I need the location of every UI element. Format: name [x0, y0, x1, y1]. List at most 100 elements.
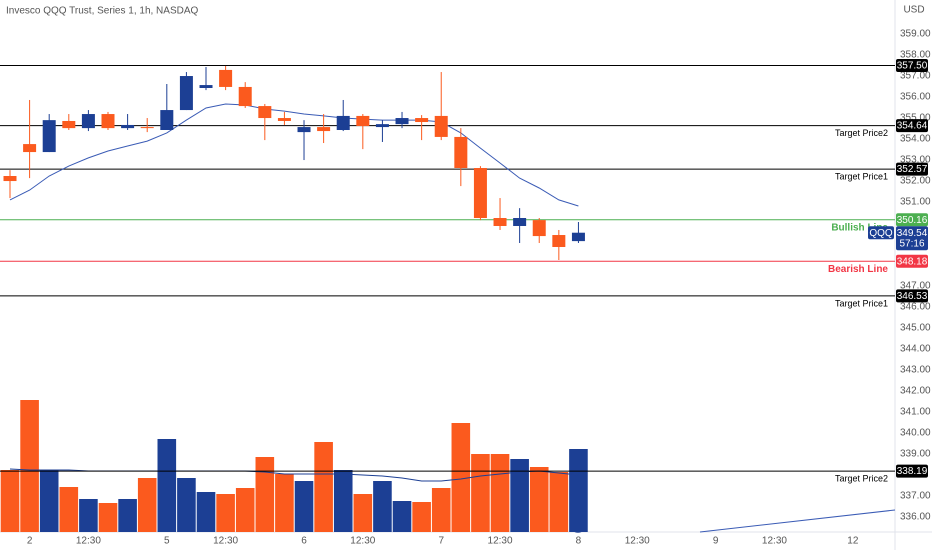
- y-tick-label: 354.00: [900, 134, 931, 145]
- price-tag-label: 357.50: [897, 61, 928, 72]
- y-tick-label: 341.00: [900, 407, 931, 418]
- candle-body: [297, 127, 311, 133]
- level-name: Target Price2: [835, 473, 888, 483]
- candle-body: [336, 115, 350, 131]
- price-tag: [896, 254, 928, 268]
- candle-body: [454, 136, 468, 169]
- x-tick-label: 12:30: [213, 536, 238, 547]
- x-tick-label: 12:30: [625, 536, 650, 547]
- candle-body: [62, 120, 76, 129]
- price-tag-label: 348.18: [897, 256, 928, 267]
- symbol-label: QQQ: [869, 228, 893, 239]
- candle-body: [493, 218, 507, 226]
- price-tag: [896, 119, 928, 133]
- volume-bar: [549, 472, 569, 532]
- volume-bar: [294, 481, 314, 532]
- volume-bar: [196, 492, 216, 532]
- countdown-label: 57:16: [899, 238, 924, 249]
- price-tag-label: 352.57: [897, 164, 928, 175]
- volume-bar: [569, 449, 588, 532]
- price-tag-label: 346.53: [897, 291, 928, 302]
- candle-body: [571, 232, 585, 242]
- volume-bar: [510, 459, 529, 532]
- candle-body: [219, 69, 233, 87]
- indicator-line: [699, 509, 896, 533]
- price-tag: [896, 162, 928, 176]
- volume-bar: [314, 442, 333, 532]
- volume-bar: [39, 470, 59, 532]
- x-tick-label: 12:30: [350, 536, 375, 547]
- candle-body: [3, 176, 17, 182]
- candle-body: [513, 218, 527, 226]
- y-tick-label: 343.00: [900, 365, 931, 376]
- candle-body: [199, 85, 213, 89]
- volume-bar: [157, 439, 177, 532]
- x-tick-label: 12:30: [76, 536, 101, 547]
- price-tag-label: 350.16: [897, 215, 928, 226]
- price-tag: [896, 289, 928, 303]
- y-tick-label: 336.00: [900, 512, 931, 523]
- candle-body: [42, 120, 56, 153]
- x-tick-label: 9: [713, 536, 719, 547]
- candle-body: [415, 118, 429, 123]
- y-tick-label: 339.00: [900, 449, 931, 460]
- y-tick-label: 351.00: [900, 197, 931, 208]
- volume-bar: [216, 494, 235, 532]
- y-tick-label: 347.00: [900, 281, 931, 292]
- candle-body: [101, 114, 115, 129]
- x-tick-label: 12:30: [762, 536, 787, 547]
- volume-bar: [118, 499, 137, 532]
- candle-body: [434, 115, 448, 137]
- level-name: Bullish Line: [831, 222, 888, 233]
- y-tick-label: 352.00: [900, 176, 931, 187]
- volume-bar: [431, 488, 451, 532]
- x-tick-label: 12:30: [488, 536, 513, 547]
- volume-bar: [0, 470, 20, 532]
- y-tick-label: 357.00: [900, 71, 931, 82]
- volume-bar: [412, 502, 431, 532]
- x-tick-label: 7: [438, 536, 444, 547]
- x-tick-label: 6: [301, 536, 307, 547]
- candle-body: [532, 220, 546, 237]
- candle-body: [179, 76, 193, 111]
- volume-bar: [451, 423, 471, 532]
- volume-bar: [20, 400, 39, 532]
- candle-body: [473, 168, 487, 219]
- price-tag: [896, 213, 928, 227]
- last-price-label: 349.54: [897, 228, 928, 239]
- currency: USD: [903, 5, 924, 16]
- candle-body: [317, 127, 331, 132]
- x-tick-label: 2: [27, 536, 33, 547]
- y-tick-label: 340.00: [900, 428, 931, 439]
- y-tick-label: 356.00: [900, 92, 931, 103]
- y-tick-label: 353.00: [900, 155, 931, 166]
- volume-bar: [177, 478, 196, 532]
- level-name: Target Price1: [835, 171, 888, 181]
- volume-bar: [471, 454, 490, 532]
- volume-bar: [333, 470, 353, 532]
- level-name: Bearish Line: [828, 264, 888, 275]
- volume-bar: [255, 457, 275, 532]
- candle-body: [121, 124, 135, 129]
- symbol-tag: [868, 226, 894, 240]
- y-tick-label: 358.00: [900, 50, 931, 61]
- volume-bar: [59, 487, 79, 532]
- volume-bar: [490, 454, 510, 532]
- y-tick-label: 337.00: [900, 491, 931, 502]
- y-tick-label: 359.00: [900, 29, 931, 40]
- chart-title: Invesco QQQ Trust, Series 1, 1h, NASDAQ: [6, 6, 199, 17]
- level-name: Target Price1: [835, 298, 888, 308]
- candle-body: [238, 86, 252, 107]
- ma-line: [9, 103, 579, 207]
- y-tick-label: 346.00: [900, 302, 931, 313]
- price-tag-label: 354.64: [897, 121, 928, 132]
- candle-body: [140, 127, 154, 129]
- level-name: Target Price2: [835, 128, 888, 138]
- candle-body: [277, 118, 291, 121]
- price-tag: [896, 464, 928, 478]
- candle-body: [81, 114, 95, 129]
- volume-bar: [137, 478, 157, 532]
- candle-body: [375, 124, 389, 128]
- candle-body: [356, 115, 370, 127]
